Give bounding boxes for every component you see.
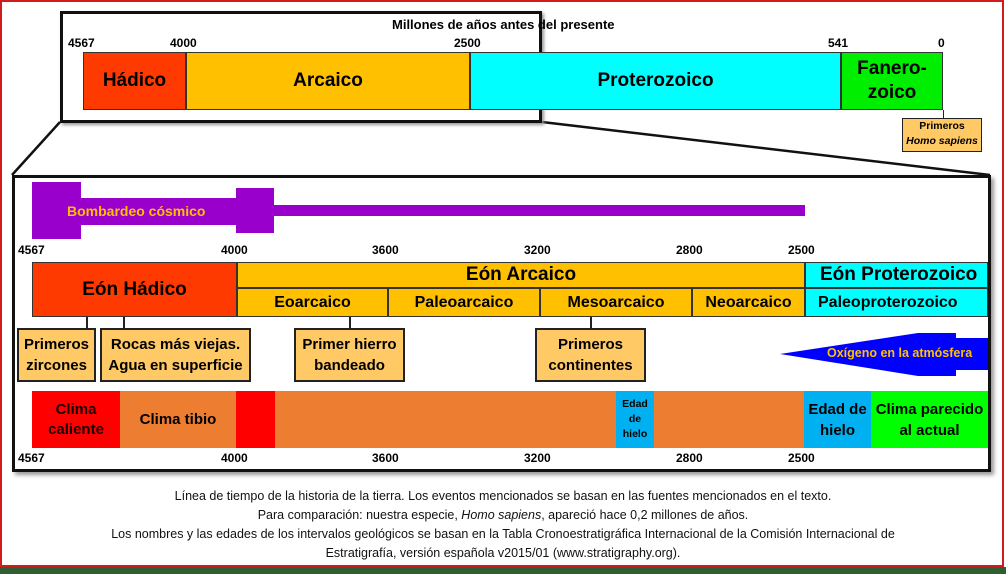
event-connector-2	[123, 317, 125, 328]
bombardment-bar-1	[81, 198, 236, 225]
era-paleoarchean: Paleoarcaico	[388, 288, 540, 317]
bombardment-label: Bombardeo cósmico	[67, 203, 206, 219]
event-banded-iron: Primer hierro bandeado	[294, 328, 405, 382]
climate-hot: Clima caliente	[32, 391, 120, 448]
climate-warm: Clima tibio	[120, 391, 236, 448]
eon-proterozoic: Proterozoico	[470, 52, 841, 110]
event-connector-3	[349, 317, 351, 328]
era-neoarchean: Neoarcaico	[692, 288, 805, 317]
eon-hadean: Hádico	[83, 52, 186, 110]
caption-line-4: Estratigrafía, versión española v2015/01…	[325, 546, 681, 560]
axis-title: Millones de años antes del presente	[392, 17, 615, 32]
tick-0: 0	[938, 36, 945, 50]
climate-modern-like: Clima parecido al actual	[871, 391, 988, 448]
detail-tick-2800: 2800	[676, 243, 703, 257]
event-first-zircons: Primeros zircones	[17, 328, 96, 382]
climate-ice-age-2: Edad de hielo	[804, 391, 871, 448]
caption-line-3: Los nombres y las edades de los interval…	[111, 527, 895, 541]
bottom-tick-3600: 3600	[372, 451, 399, 465]
bottom-tick-3200: 3200	[524, 451, 551, 465]
bombardment-block-2	[236, 188, 274, 233]
detail-eon-hadean: Eón Hádico	[32, 262, 237, 317]
detail-tick-2500: 2500	[788, 243, 815, 257]
bottom-tick-4000: 4000	[221, 451, 248, 465]
era-paleoproterozoic: Paleoproterozoico	[805, 288, 988, 317]
bombardment-block-1	[32, 182, 81, 239]
event-connector-1	[86, 317, 88, 328]
bombardment-bar-2	[274, 205, 805, 216]
climate-warm-2	[275, 391, 616, 448]
detail-tick-3200: 3200	[524, 243, 551, 257]
detail-tick-4000: 4000	[221, 243, 248, 257]
detail-tick-4567: 4567	[18, 243, 45, 257]
bottom-tick-2800: 2800	[676, 451, 703, 465]
oxygen-arrow	[780, 333, 988, 376]
bottom-tick-4567: 4567	[18, 451, 45, 465]
homo-connector	[943, 110, 944, 118]
detail-box	[12, 175, 991, 472]
caption-line-1: Línea de tiempo de la historia de la tie…	[174, 489, 832, 503]
event-oldest-rocks: Rocas más viejas. Agua en superficie	[100, 328, 251, 382]
event-first-continents: Primeros continentes	[535, 328, 646, 382]
climate-hot-2	[236, 391, 275, 448]
tick-541: 541	[828, 36, 849, 50]
detail-tick-3600: 3600	[372, 243, 399, 257]
oxygen-label: Oxígeno en la atmósfera	[827, 346, 973, 360]
caption-line-2: Para comparación: nuestra especie, Homo …	[257, 508, 749, 522]
climate-warm-3	[654, 391, 804, 448]
detail-eon-archean: Eón Arcaico	[237, 262, 805, 288]
homo-sapiens-box: Primeros Homo sapiens	[902, 118, 982, 152]
era-mesoarchean: Mesoarcaico	[540, 288, 692, 317]
detail-eon-proterozoic: Eón Proterozoico	[805, 262, 988, 288]
tick-4000: 4000	[170, 36, 197, 50]
bottom-tick-2500: 2500	[788, 451, 815, 465]
eon-archean: Arcaico	[186, 52, 470, 110]
event-connector-4	[590, 317, 592, 328]
tick-4567: 4567	[68, 36, 95, 50]
climate-ice-age-1: Edad de hielo	[616, 391, 654, 448]
bottom-strip	[0, 567, 1006, 574]
tick-2500: 2500	[454, 36, 481, 50]
eon-phanerozoic: Fanero-zoico	[841, 52, 943, 110]
era-eoarchean: Eoarcaico	[237, 288, 388, 317]
